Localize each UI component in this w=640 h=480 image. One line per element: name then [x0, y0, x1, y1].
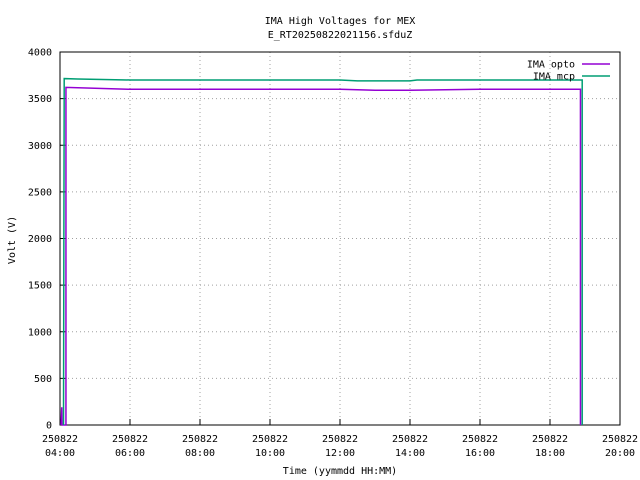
x-tick-label: 250822 14:00	[392, 434, 428, 459]
y-tick-label: 1500	[28, 281, 52, 292]
x-axis-label: Time (yymmdd HH:MM)	[283, 466, 397, 477]
y-tick-label: 0	[46, 421, 52, 432]
chart-subtitle: E_RT20250822021156.sfduZ	[268, 30, 413, 41]
series-line	[62, 77, 583, 426]
x-tick-label: 250822 08:00	[182, 434, 218, 459]
x-tick-label: 250822 04:00	[42, 434, 78, 459]
y-tick-label: 500	[34, 374, 52, 385]
x-tick-label: 250822 10:00	[252, 434, 288, 459]
y-tick-label: 3500	[28, 94, 52, 105]
x-tick-label: 250822 16:00	[462, 434, 498, 459]
y-tick-label: 2500	[28, 187, 52, 198]
plot-border	[59, 51, 621, 426]
chart-title: IMA High Voltages for MEX	[265, 16, 416, 27]
series-line	[60, 86, 582, 426]
y-tick-label: 2000	[28, 234, 52, 245]
y-axis-label: Volt (V)	[7, 216, 18, 264]
x-tick-label: 250822 12:00	[322, 434, 358, 459]
legend-label: IMA mcp	[533, 72, 575, 83]
y-tick-label: 4000	[28, 48, 52, 59]
x-tick-label: 250822 20:00	[602, 434, 638, 459]
x-tick-label: 250822 18:00	[532, 434, 568, 459]
y-tick-label: 1000	[28, 327, 52, 338]
x-tick-label: 250822 06:00	[112, 434, 148, 459]
y-tick-label: 3000	[28, 141, 52, 152]
legend-label: IMA opto	[527, 60, 575, 71]
